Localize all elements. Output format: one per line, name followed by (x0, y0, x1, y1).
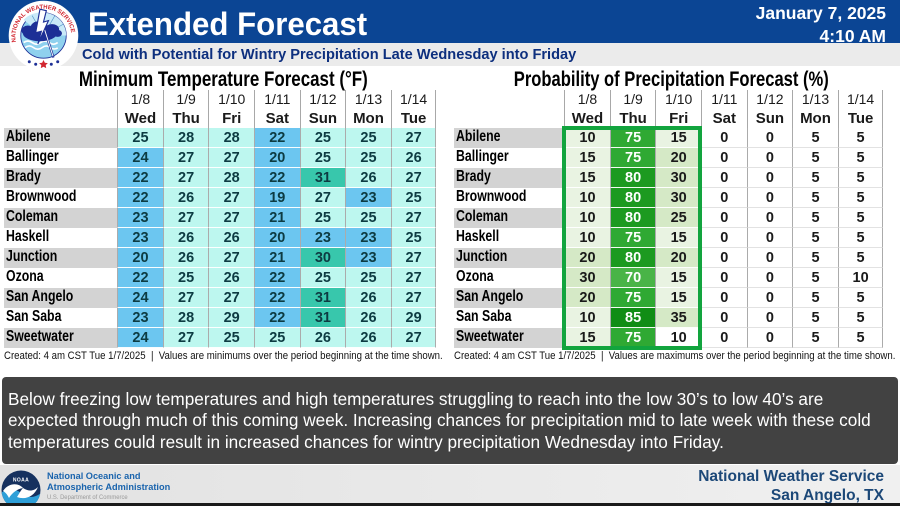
svg-text:NOAA: NOAA (13, 478, 29, 484)
